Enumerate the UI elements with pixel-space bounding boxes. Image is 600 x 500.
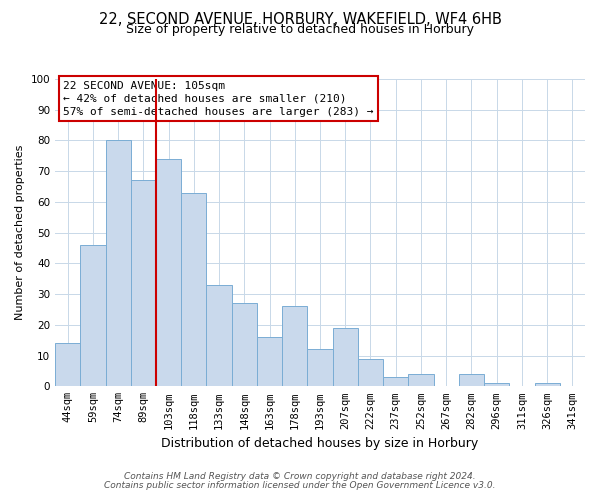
- Text: Size of property relative to detached houses in Horbury: Size of property relative to detached ho…: [126, 24, 474, 36]
- Text: Contains HM Land Registry data © Crown copyright and database right 2024.: Contains HM Land Registry data © Crown c…: [124, 472, 476, 481]
- Bar: [206, 285, 232, 386]
- Bar: [484, 383, 509, 386]
- Bar: [282, 306, 307, 386]
- Bar: [535, 383, 560, 386]
- Text: 22, SECOND AVENUE, HORBURY, WAKEFIELD, WF4 6HB: 22, SECOND AVENUE, HORBURY, WAKEFIELD, W…: [98, 12, 502, 28]
- Bar: [106, 140, 131, 386]
- Bar: [80, 245, 106, 386]
- Y-axis label: Number of detached properties: Number of detached properties: [15, 145, 25, 320]
- Bar: [383, 377, 409, 386]
- Text: Contains public sector information licensed under the Open Government Licence v3: Contains public sector information licen…: [104, 481, 496, 490]
- Bar: [459, 374, 484, 386]
- Text: 22 SECOND AVENUE: 105sqm
← 42% of detached houses are smaller (210)
57% of semi-: 22 SECOND AVENUE: 105sqm ← 42% of detach…: [63, 80, 373, 117]
- Bar: [409, 374, 434, 386]
- Bar: [307, 350, 332, 387]
- Bar: [55, 344, 80, 386]
- Bar: [257, 337, 282, 386]
- Bar: [131, 180, 156, 386]
- Bar: [358, 358, 383, 386]
- Bar: [181, 192, 206, 386]
- Bar: [332, 328, 358, 386]
- Bar: [156, 159, 181, 386]
- X-axis label: Distribution of detached houses by size in Horbury: Distribution of detached houses by size …: [161, 437, 479, 450]
- Bar: [232, 304, 257, 386]
